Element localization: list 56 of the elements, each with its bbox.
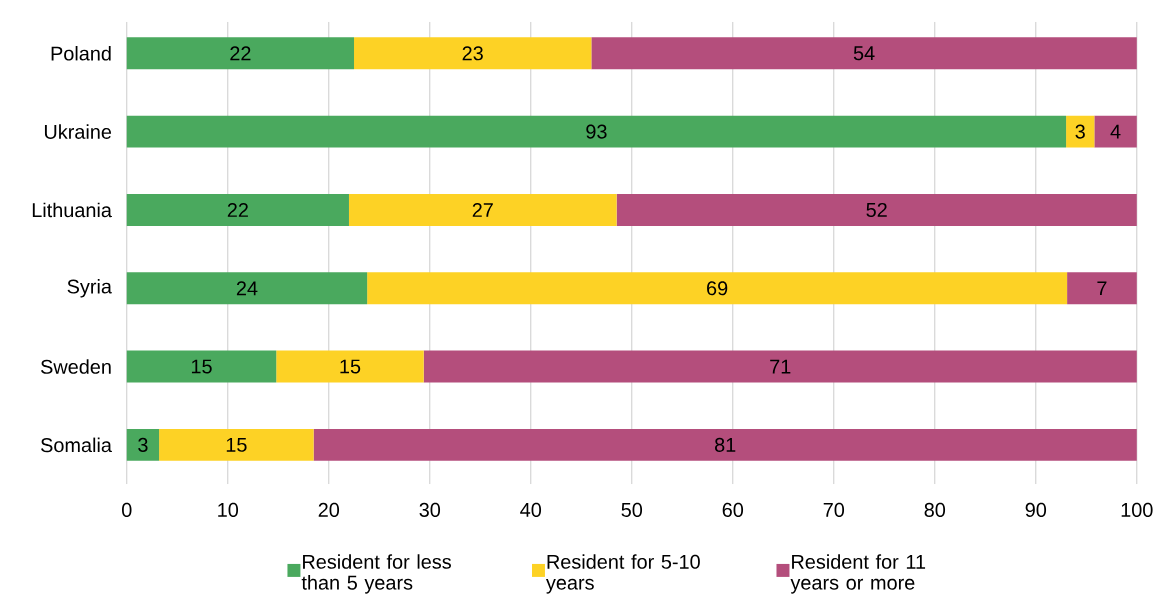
y-tick-label: Poland: [51, 46, 111, 61]
bar: [616, 194, 1137, 226]
bar: [1094, 115, 1137, 148]
bar: [591, 37, 1137, 70]
bar: [159, 429, 314, 461]
data-label: 15: [340, 359, 361, 374]
y-tick-label: Ukraine: [44, 124, 112, 139]
data-label: 69: [707, 281, 728, 296]
data-label: 3: [138, 437, 148, 453]
x-tick-label: 90: [1025, 502, 1047, 518]
bar: [367, 272, 1068, 305]
data-label: 15: [191, 359, 212, 374]
legend-label: Resident for 5-10 years: [545, 554, 700, 594]
x-tick-label: 10: [218, 502, 239, 518]
data-label: 22: [227, 203, 248, 217]
x-tick-label: 60: [722, 502, 744, 518]
x-tick-label: 30: [419, 502, 441, 518]
y-tick-label: Sweden: [40, 359, 111, 374]
data-label: 15: [226, 438, 247, 452]
bar: [313, 429, 1137, 461]
bar: [126, 350, 277, 383]
x-tick-label: 100: [1121, 502, 1153, 518]
data-label: 23: [462, 46, 483, 61]
y-tick-label: Somalia: [41, 437, 112, 453]
bar: [1067, 272, 1137, 305]
data-label: 22: [230, 46, 251, 61]
bar: [354, 37, 592, 70]
x-tick-label: 80: [924, 502, 946, 518]
x-tick-label: 0: [122, 502, 132, 518]
data-label: 71: [770, 359, 791, 374]
x-tick-label: 20: [318, 502, 340, 518]
data-label: 93: [586, 124, 607, 139]
bar: [126, 37, 355, 70]
data-label: 4: [1110, 124, 1121, 139]
y-tick-label: Lithuania: [32, 202, 112, 218]
data-label: 7: [1097, 281, 1107, 296]
bar: [423, 350, 1137, 383]
data-label: 54: [853, 46, 875, 61]
bar: [348, 194, 617, 226]
bar: [1066, 115, 1095, 148]
data-label: 3: [1075, 124, 1085, 139]
bar: [126, 115, 1067, 148]
x-tick-label: 70: [823, 502, 845, 518]
x-tick-label: 40: [520, 502, 542, 518]
x-tick-label: 50: [621, 502, 643, 518]
legend-label: Resident for less than 5 years: [301, 554, 451, 594]
y-tick-label: Syria: [67, 279, 112, 298]
data-label: 52: [866, 202, 887, 218]
data-label: 81: [715, 437, 736, 453]
bar: [276, 350, 424, 383]
legend-label: Resident for 11 years or more: [790, 554, 926, 594]
data-label: 24: [236, 281, 258, 296]
bar: [126, 429, 160, 461]
bar: [126, 272, 368, 305]
bar: [126, 194, 349, 226]
data-label: 27: [472, 203, 493, 217]
